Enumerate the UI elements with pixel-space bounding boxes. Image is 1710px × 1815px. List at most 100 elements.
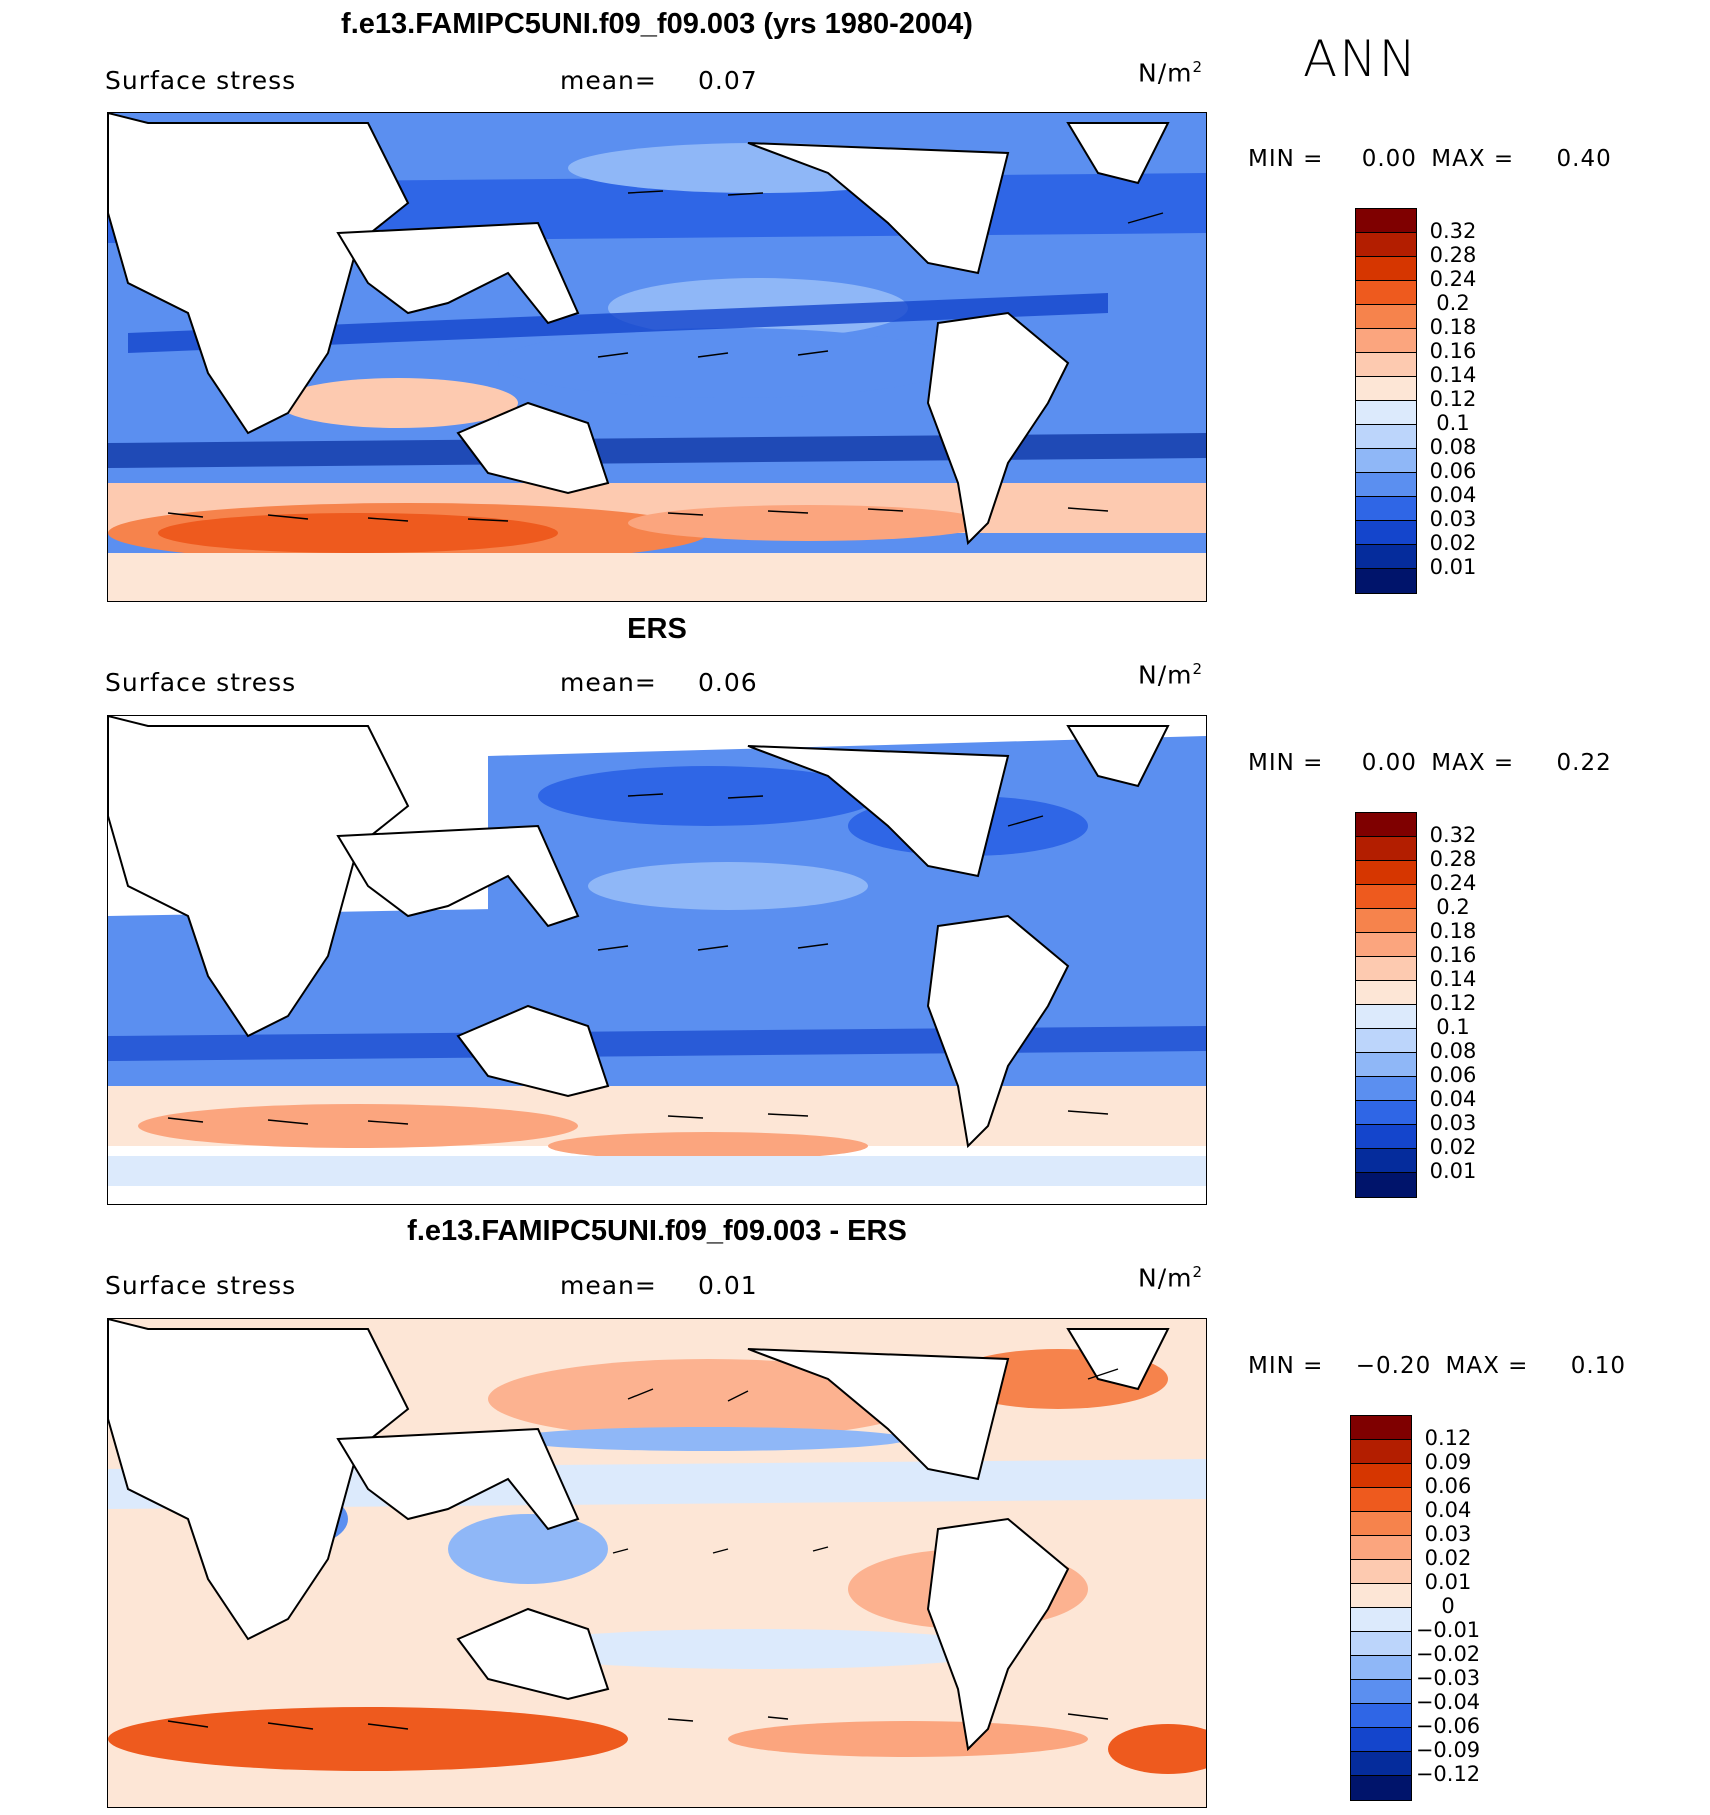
colorbar-tick-label: −0.04 [1415,1690,1481,1714]
colorbar-swatch [1356,1173,1416,1197]
colorbar-swatch [1356,305,1416,329]
panel-1-min-value: 0.00 [1361,146,1417,172]
colorbar-swatch [1356,377,1416,401]
panel-3-min-label: MIN = [1248,1353,1324,1379]
colorbar-swatch [1356,257,1416,281]
colorbar-tick-label: 0.04 [1424,1498,1472,1522]
colorbar-swatch [1356,1029,1416,1053]
colorbar-tick-label: −0.01 [1415,1618,1481,1642]
panel-2-mean-label: mean= [560,668,657,697]
colorbar-swatch [1356,425,1416,449]
colorbar-tick-label: 0.18 [1429,919,1477,943]
colorbar-tick-label: 0.09 [1424,1450,1472,1474]
colorbar-tick-label: 0.32 [1429,219,1477,243]
colorbar-swatch [1356,1005,1416,1029]
colorbar-swatch [1356,545,1416,569]
colorbar-swatch [1351,1536,1411,1560]
colorbar-tick-label: 0.02 [1424,1546,1472,1570]
colorbar-tick-label: 0.1 [1436,411,1470,435]
colorbar-tick-label: 0.03 [1429,1111,1477,1135]
colorbar-swatch [1356,449,1416,473]
colorbar-tick-label: 0.03 [1429,507,1477,531]
colorbar-tick-label: 0.06 [1424,1474,1472,1498]
panel-2-minmax: MIN = 0.00 MAX = 0.22 [1248,750,1612,776]
colorbar-tick-label: 0.18 [1429,315,1477,339]
colorbar-swatch [1356,497,1416,521]
panel-2-min-label: MIN = [1248,750,1324,776]
panel-2-min-value: 0.00 [1361,750,1417,776]
colorbar-swatch [1356,1101,1416,1125]
colorbar-tick-label: −0.09 [1415,1738,1481,1762]
colorbar-swatch [1356,909,1416,933]
colorbar-swatch [1351,1464,1411,1488]
colorbar-tick-label: 0.01 [1424,1570,1472,1594]
colorbar-swatch [1356,209,1416,233]
colorbar-tick-label: 0.16 [1429,943,1477,967]
colorbar-swatch [1351,1680,1411,1704]
colorbar-swatch [1351,1776,1411,1800]
panel-3-variable: Surface stress [105,1271,297,1300]
colorbar-tick-label: 0.06 [1429,459,1477,483]
panel-3-map [107,1318,1207,1808]
panel-2-variable: Surface stress [105,668,297,697]
panel-1-mean-value: 0.07 [698,66,758,95]
panel-3-title: f.e13.FAMIPC5UNI.f09_f09.003 - ERS [407,1215,907,1247]
panel-3-colorbar [1350,1415,1412,1801]
colorbar-swatch [1356,329,1416,353]
colorbar-tick-label: 0.14 [1429,363,1477,387]
colorbar-swatch [1356,1125,1416,1149]
panel-3-map-svg [108,1319,1206,1807]
colorbar-tick-label: 0.08 [1429,1039,1477,1063]
colorbar-tick-label: 0.28 [1429,847,1477,871]
panel-3-max-label: MAX = [1445,1353,1529,1379]
panel-3-minmax: MIN = −0.20 MAX = 0.10 [1248,1353,1626,1379]
colorbar-tick-label: 0.02 [1429,531,1477,555]
colorbar-swatch [1351,1704,1411,1728]
colorbar-tick-label: 0.24 [1429,267,1477,291]
panel-1-variable: Surface stress [105,66,297,95]
colorbar-swatch [1356,957,1416,981]
panel-1-map [107,112,1207,602]
colorbar-tick-label: 0.02 [1429,1135,1477,1159]
colorbar-swatch [1356,233,1416,257]
panel-3-min-value: −0.20 [1355,1353,1432,1379]
colorbar-swatch [1356,281,1416,305]
panel-1-units: N/m2 [1138,58,1204,88]
panel-3-units: N/m2 [1138,1263,1204,1293]
colorbar-swatch [1351,1440,1411,1464]
panel-2-colorbar [1355,812,1417,1198]
colorbar-swatch [1356,837,1416,861]
colorbar-tick-label: 0.16 [1429,339,1477,363]
colorbar-tick-label: 0.12 [1424,1426,1472,1450]
colorbar-tick-label: 0.01 [1429,1159,1477,1183]
colorbar-swatch [1351,1752,1411,1776]
panel-3-mean-value: 0.01 [698,1271,758,1300]
panel-1-title: f.e13.FAMIPC5UNI.f09_f09.003 (yrs 1980-2… [341,8,973,40]
colorbar-swatch [1356,353,1416,377]
panel-1-min-label: MIN = [1248,146,1324,172]
colorbar-tick-label: 0.08 [1429,435,1477,459]
colorbar-swatch [1351,1488,1411,1512]
colorbar-tick-label: −0.12 [1415,1762,1481,1786]
colorbar-swatch [1356,1077,1416,1101]
colorbar-tick-label: 0.14 [1429,967,1477,991]
panel-1-mean-label: mean= [560,66,657,95]
panel-3-max-value: 0.10 [1570,1353,1626,1379]
colorbar-swatch [1351,1728,1411,1752]
colorbar-swatch [1356,981,1416,1005]
panel-1-minmax: MIN = 0.00 MAX = 0.40 [1248,146,1612,172]
colorbar-tick-label: 0.24 [1429,871,1477,895]
colorbar-tick-label: 0.1 [1436,1015,1470,1039]
colorbar-swatch [1356,861,1416,885]
colorbar-swatch [1351,1608,1411,1632]
panel-2-max-label: MAX = [1431,750,1515,776]
colorbar-tick-label: 0.06 [1429,1063,1477,1087]
colorbar-swatch [1356,1053,1416,1077]
colorbar-swatch [1356,1149,1416,1173]
panel-1-colorbar [1355,208,1417,594]
colorbar-tick-label: 0 [1441,1594,1455,1618]
colorbar-swatch [1356,521,1416,545]
colorbar-swatch [1356,813,1416,837]
colorbar-tick-label: 0.03 [1424,1522,1472,1546]
panel-2-map [107,715,1207,1205]
